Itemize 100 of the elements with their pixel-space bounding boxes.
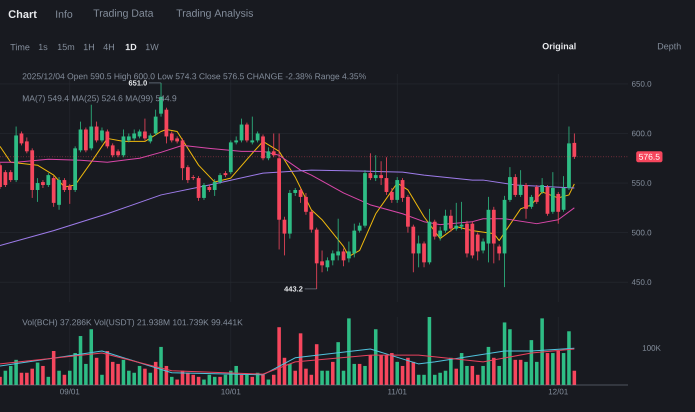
candlestick [212, 178, 217, 196]
text: Trading Analysis [176, 9, 254, 19]
y-tick-label: 650.0 [632, 81, 652, 87]
candlestick [508, 166, 512, 202]
bar [170, 376, 174, 385]
candlestick [256, 131, 260, 143]
candlestick [143, 118, 147, 141]
bar [245, 374, 249, 385]
bar [138, 366, 142, 385]
line-series [0, 170, 575, 246]
text: 1s [38, 44, 48, 50]
bar [122, 360, 126, 385]
bar [336, 342, 340, 385]
candlestick [336, 218, 340, 261]
bar [572, 370, 576, 385]
bar [36, 362, 40, 385]
candlestick [534, 184, 539, 204]
bar [159, 346, 163, 385]
bar [240, 374, 244, 385]
candlestick [250, 116, 254, 145]
bar [132, 372, 136, 385]
bar [94, 358, 98, 385]
candlestick [240, 118, 244, 143]
text: 1H [84, 44, 94, 50]
candlestick [84, 127, 88, 153]
candlestick [330, 250, 335, 266]
candlestick [326, 256, 330, 272]
candlestick [524, 182, 528, 220]
candlestick [395, 176, 400, 204]
bar [551, 353, 555, 385]
candlestick [100, 127, 104, 143]
text: Original [542, 42, 576, 52]
bar [314, 344, 318, 385]
candlestick [46, 172, 50, 188]
bar [143, 368, 147, 385]
candlestick [245, 122, 249, 143]
bar [293, 370, 297, 385]
bar [395, 362, 399, 385]
bar [57, 370, 61, 385]
bar [68, 370, 72, 385]
bar [191, 374, 196, 385]
y-tick-label: 450.0 [632, 279, 652, 286]
bar [272, 374, 276, 385]
bar [106, 351, 110, 385]
bar [52, 351, 56, 385]
text: 15m [58, 44, 74, 50]
bar [110, 362, 114, 385]
bar [352, 364, 356, 385]
candlestick [154, 109, 158, 136]
candlestick [438, 226, 442, 241]
text: Time [10, 44, 30, 50]
bar [331, 362, 335, 385]
bar [497, 366, 501, 385]
x-tick-label: 09/01 [60, 388, 80, 394]
bar [374, 329, 378, 385]
text: 1D [126, 44, 136, 50]
bar [212, 376, 216, 385]
candlestick [432, 219, 437, 240]
x-tick-label: 11/01 [388, 388, 407, 394]
annotation: Vol(BCH) 37.286K Vol(USDT) 21.938M 101.739K 99.441K [22, 319, 243, 327]
candlestick [540, 178, 544, 194]
text: Trading Data [93, 9, 154, 19]
candlestick [513, 174, 518, 198]
candlestick [266, 146, 270, 161]
candlestick [282, 216, 286, 256]
candlestick [148, 133, 152, 144]
candlestick [342, 248, 346, 267]
text: 1W [146, 44, 159, 50]
candlestick [416, 235, 421, 268]
bar [224, 374, 228, 385]
bar [546, 353, 550, 385]
x-tick-label: 10/01 [221, 388, 240, 394]
candlestick [422, 241, 426, 268]
bar [261, 374, 265, 385]
candlestick [530, 194, 534, 210]
bar [20, 372, 24, 385]
bar [250, 376, 254, 385]
candlestick [390, 188, 394, 204]
bar [30, 368, 34, 385]
text: 4H [103, 44, 114, 50]
bar [62, 374, 66, 385]
bar [89, 329, 94, 385]
bar [4, 370, 8, 385]
bar [148, 372, 152, 385]
ref-line-label: 576.5 [639, 154, 660, 160]
bar [518, 360, 522, 385]
candlestick [550, 172, 555, 214]
candlestick [562, 176, 566, 212]
candlestick [518, 170, 523, 198]
bar [492, 358, 496, 385]
bar [540, 318, 544, 385]
candlestick [374, 154, 378, 182]
bar [390, 353, 394, 385]
bar [196, 376, 200, 385]
bar [358, 364, 362, 385]
candlestick [444, 209, 448, 234]
candlestick [304, 192, 308, 216]
bar [8, 366, 13, 385]
candlestick [89, 104, 94, 151]
candlestick [449, 209, 453, 232]
